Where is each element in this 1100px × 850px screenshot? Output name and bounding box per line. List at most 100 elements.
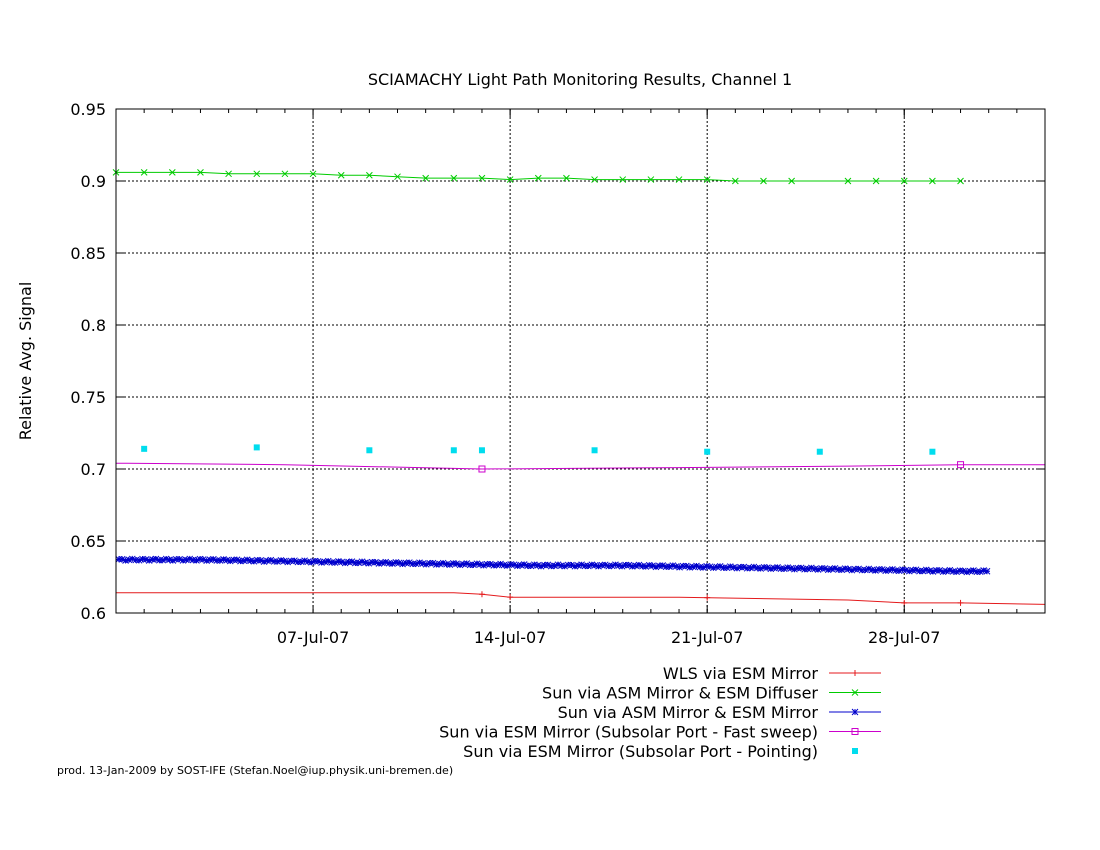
data-point bbox=[142, 556, 150, 563]
data-point bbox=[561, 562, 569, 570]
data-point bbox=[534, 174, 542, 182]
data-point bbox=[788, 177, 795, 185]
data-point bbox=[774, 564, 781, 571]
data-point bbox=[206, 556, 214, 564]
data-point bbox=[149, 556, 156, 563]
data-point bbox=[223, 556, 231, 564]
data-point bbox=[780, 565, 788, 573]
data-point bbox=[706, 563, 714, 571]
data-point bbox=[929, 177, 936, 185]
data-point bbox=[389, 560, 396, 567]
data-point bbox=[321, 558, 329, 566]
data-point bbox=[416, 559, 423, 567]
data-point bbox=[240, 557, 248, 565]
data-point bbox=[517, 561, 525, 569]
data-point bbox=[635, 561, 643, 569]
data-point bbox=[213, 557, 221, 564]
data-point bbox=[563, 174, 570, 182]
data-point bbox=[747, 564, 754, 572]
data-point bbox=[294, 558, 302, 566]
data-point bbox=[490, 562, 498, 569]
data-point bbox=[348, 558, 356, 565]
data-point bbox=[878, 566, 886, 573]
data-point bbox=[125, 556, 133, 564]
footer-credit: prod. 13-Jan-2009 by SOST-IFE (Stefan.No… bbox=[57, 764, 454, 777]
data-point bbox=[197, 169, 204, 176]
data-point bbox=[436, 560, 444, 568]
data-point bbox=[115, 555, 123, 563]
data-point bbox=[932, 567, 940, 574]
data-point bbox=[946, 566, 954, 574]
data-point bbox=[949, 568, 957, 575]
data-point bbox=[478, 447, 485, 454]
data-point bbox=[731, 177, 739, 185]
data-point bbox=[841, 565, 849, 572]
data-point bbox=[233, 556, 241, 564]
data-point bbox=[544, 561, 552, 569]
data-point bbox=[166, 556, 173, 564]
data-point bbox=[439, 559, 447, 567]
data-point bbox=[341, 559, 349, 567]
data-point bbox=[328, 559, 335, 566]
data-point bbox=[493, 561, 501, 569]
data-point bbox=[534, 562, 542, 569]
data-point bbox=[814, 566, 822, 573]
grid-layer bbox=[116, 109, 1045, 613]
data-point bbox=[669, 562, 677, 569]
data-point bbox=[309, 170, 317, 178]
data-point bbox=[159, 556, 167, 564]
data-point bbox=[338, 558, 346, 566]
data-point bbox=[875, 565, 883, 573]
data-point bbox=[848, 566, 856, 574]
data-point bbox=[267, 556, 275, 564]
data-point bbox=[704, 448, 711, 455]
data-point bbox=[460, 560, 467, 568]
data-point bbox=[892, 567, 900, 574]
y-tick-label: 0.8 bbox=[81, 316, 106, 335]
data-point bbox=[666, 563, 673, 571]
data-point bbox=[372, 558, 379, 566]
y-tick-label: 0.95 bbox=[70, 100, 106, 119]
data-point bbox=[537, 562, 545, 570]
data-point bbox=[429, 559, 437, 567]
data-point bbox=[311, 557, 319, 565]
data-point bbox=[487, 560, 494, 568]
data-point bbox=[919, 567, 927, 575]
data-point bbox=[730, 563, 737, 571]
data-point bbox=[828, 565, 835, 573]
data-point bbox=[801, 565, 808, 573]
data-point bbox=[355, 559, 363, 567]
data-point bbox=[362, 559, 369, 566]
data-point bbox=[591, 561, 599, 569]
data-point bbox=[929, 448, 936, 455]
data-point bbox=[953, 568, 960, 576]
data-point bbox=[835, 566, 842, 573]
data-point bbox=[422, 174, 430, 182]
data-point bbox=[720, 564, 727, 572]
data-point bbox=[382, 558, 390, 566]
data-point bbox=[791, 565, 798, 573]
data-point bbox=[394, 173, 401, 181]
data-point bbox=[591, 176, 598, 183]
data-point bbox=[155, 556, 163, 564]
data-point bbox=[507, 561, 515, 568]
data-point bbox=[247, 557, 254, 565]
data-point bbox=[831, 564, 839, 572]
data-point bbox=[612, 561, 619, 569]
legend-label: Sun via ASM Mirror & ESM Diffuser bbox=[542, 684, 818, 703]
y-tick-label: 0.85 bbox=[70, 244, 106, 263]
data-point bbox=[838, 566, 846, 574]
data-point bbox=[696, 563, 704, 571]
data-point bbox=[520, 561, 528, 568]
data-point bbox=[784, 564, 792, 571]
data-point bbox=[503, 562, 511, 569]
data-point bbox=[203, 557, 211, 564]
data-point bbox=[571, 562, 579, 570]
data-point bbox=[760, 177, 767, 185]
data-point bbox=[478, 591, 485, 598]
data-point bbox=[291, 557, 298, 565]
data-point bbox=[574, 562, 582, 569]
data-point bbox=[642, 563, 650, 570]
data-point bbox=[422, 560, 430, 568]
